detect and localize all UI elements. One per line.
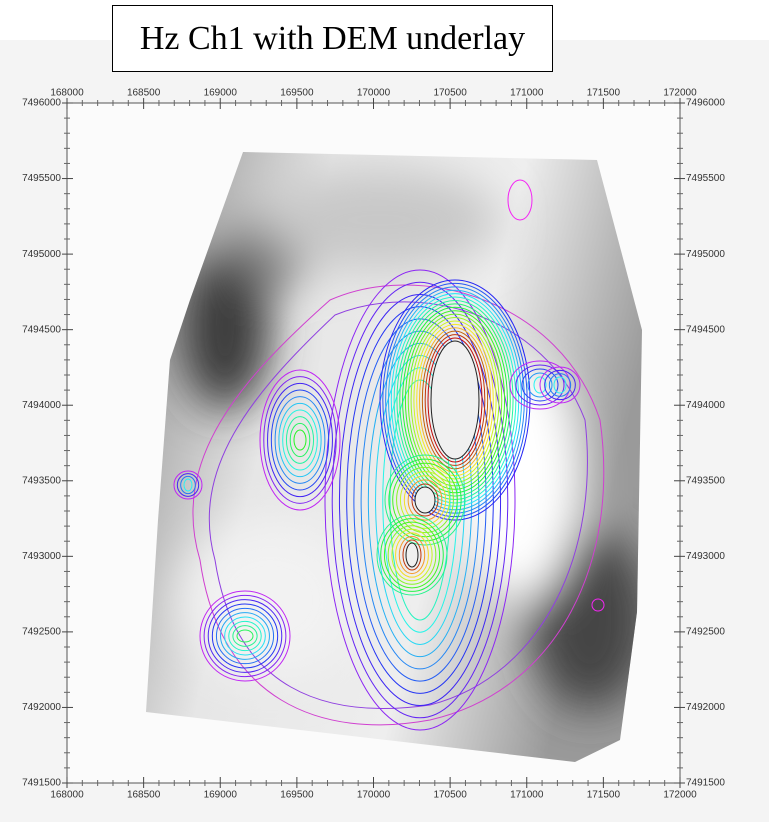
map-title: Hz Ch1 with DEM underlay [112, 5, 553, 72]
y-tick-label: 7495500 [22, 173, 61, 184]
y-tick-label: 7493500 [686, 475, 725, 486]
x-tick-label: 169500 [280, 790, 314, 801]
contour-core [406, 543, 418, 567]
y-tick-label: 7495000 [22, 249, 61, 260]
y-tick-label: 7491500 [22, 778, 61, 789]
y-tick-label: 7493000 [22, 551, 61, 562]
x-tick-label: 171500 [587, 88, 621, 99]
y-tick-label: 7495000 [686, 249, 725, 260]
x-tick-label: 171500 [587, 790, 621, 801]
x-tick-label: 169500 [280, 88, 314, 99]
y-tick-label: 7495500 [686, 173, 725, 184]
y-tick-label: 7492500 [686, 627, 725, 638]
y-tick-label: 7492000 [686, 702, 725, 713]
x-tick-label: 169000 [204, 790, 238, 801]
x-tick-label: 168500 [127, 88, 161, 99]
x-tick-label: 168000 [50, 790, 84, 801]
x-tick-label: 172000 [663, 790, 697, 801]
contour-core [415, 487, 435, 513]
y-tick-label: 7494000 [22, 400, 61, 411]
map: 1680001680001685001685001690001690001695… [0, 0, 769, 822]
y-tick-label: 7494500 [686, 324, 725, 335]
contour-core [431, 341, 479, 459]
x-tick-label: 170000 [357, 88, 391, 99]
x-tick-label: 168500 [127, 790, 161, 801]
y-tick-label: 7493500 [22, 475, 61, 486]
x-tick-label: 171000 [510, 790, 544, 801]
y-tick-label: 7496000 [686, 98, 725, 109]
y-tick-label: 7491500 [686, 778, 725, 789]
y-tick-label: 7494000 [686, 400, 725, 411]
x-tick-label: 170500 [433, 88, 467, 99]
y-tick-label: 7493000 [686, 551, 725, 562]
dem-underlay [140, 150, 650, 770]
page: 1680001680001685001685001690001690001695… [0, 0, 769, 822]
x-tick-label: 171000 [510, 88, 544, 99]
x-tick-label: 170000 [357, 790, 391, 801]
y-tick-label: 7492000 [22, 702, 61, 713]
x-tick-label: 169000 [204, 88, 238, 99]
y-tick-label: 7496000 [22, 98, 61, 109]
x-tick-label: 170500 [433, 790, 467, 801]
y-tick-label: 7494500 [22, 324, 61, 335]
y-tick-label: 7492500 [22, 627, 61, 638]
